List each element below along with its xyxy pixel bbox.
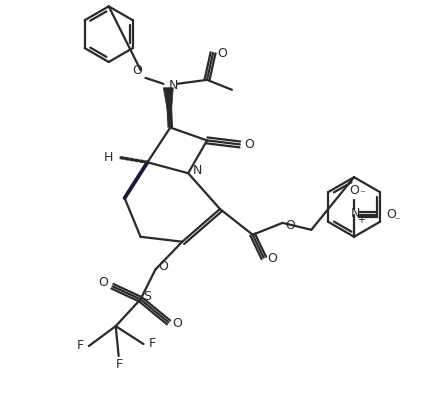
Text: O: O <box>98 276 108 289</box>
Text: O: O <box>158 260 168 273</box>
Text: ⁻: ⁻ <box>394 216 400 226</box>
Text: O: O <box>244 138 254 151</box>
Text: S: S <box>143 290 151 303</box>
Text: O: O <box>133 64 142 77</box>
Text: O: O <box>349 183 359 196</box>
Text: O: O <box>217 47 227 60</box>
Text: H: H <box>104 151 113 164</box>
Text: +: + <box>357 215 365 225</box>
Text: F: F <box>149 337 156 350</box>
Text: F: F <box>76 339 84 352</box>
Polygon shape <box>163 88 173 128</box>
Text: N: N <box>169 79 178 92</box>
Text: O: O <box>172 317 182 330</box>
Text: N: N <box>350 207 360 220</box>
Text: O: O <box>386 209 396 222</box>
Text: O: O <box>268 252 278 265</box>
Text: N: N <box>193 164 202 177</box>
Text: F: F <box>116 358 123 371</box>
Text: O: O <box>286 220 296 232</box>
Text: ⁻: ⁻ <box>359 189 365 199</box>
